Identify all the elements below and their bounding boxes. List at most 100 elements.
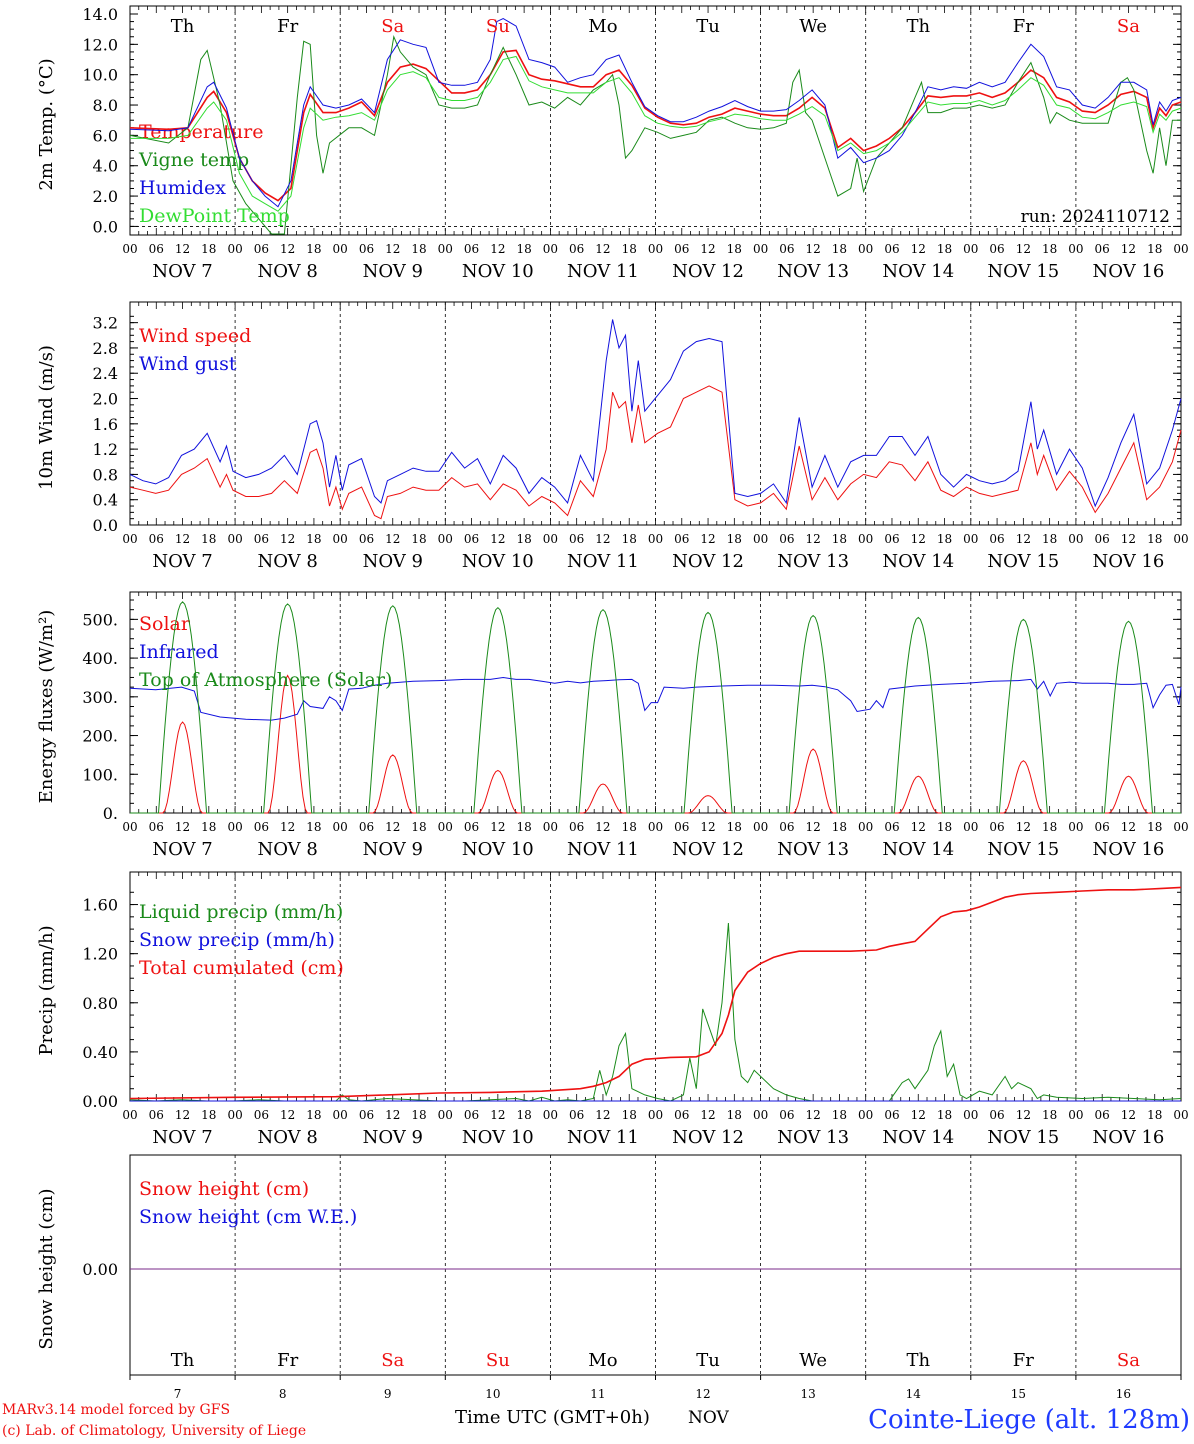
date-label: NOV 8 [257,261,317,282]
legend-snow-height-cm-: Snow height (cm) [139,1178,309,1200]
y-tick-label: 3.2 [93,314,118,333]
y-tick-label: 10.0 [82,66,118,85]
hour-label: 06 [359,242,374,256]
hour-label: 00 [1173,820,1188,834]
hour-label: 06 [989,242,1004,256]
hour-label: 12 [595,820,610,834]
hour-label: 06 [149,242,164,256]
weekday-label: Sa [381,1350,404,1371]
hour-label: 12 [911,242,926,256]
hour-label: 00 [122,820,137,834]
hour-label: 18 [937,242,952,256]
date-label: NOV 13 [777,551,849,572]
hour-label: 06 [779,820,794,834]
hour-label: 06 [464,820,479,834]
hour-label: 06 [149,532,164,546]
day-number-label: 13 [801,1387,816,1401]
date-label: NOV 9 [363,1127,423,1148]
weekday-label: Th [171,16,195,37]
y-tick-label: 100. [82,765,118,784]
hour-label: 06 [674,242,689,256]
hour-label: 00 [963,532,978,546]
hour-label: 06 [1095,532,1110,546]
hour-label: 06 [674,532,689,546]
hour-label: 12 [595,532,610,546]
date-label: NOV 16 [1093,839,1165,860]
hour-label: 00 [648,242,663,256]
hour-label: 12 [806,242,821,256]
series-line-vigne-temp [129,35,1181,235]
hour-label: 06 [989,532,1004,546]
hour-label: 12 [806,1108,821,1122]
date-label: NOV 7 [152,551,212,572]
hour-label: 18 [306,532,321,546]
hour-label: 00 [1068,242,1083,256]
day-number-label: 14 [906,1387,922,1401]
hour-label: 00 [122,242,137,256]
hour-label: 00 [1068,820,1083,834]
hour-label: 18 [201,1108,216,1122]
y-tick-label: 0.80 [82,994,118,1013]
y-tick-label: 0.00 [82,1260,118,1279]
hour-label: 00 [963,820,978,834]
hour-label: 12 [385,1108,400,1122]
date-label: NOV 8 [257,839,317,860]
date-label: NOV 9 [363,261,423,282]
hour-label: 00 [648,820,663,834]
date-label: NOV 12 [672,261,744,282]
series-line-total-cumulated-cm- [129,886,1182,1100]
date-label: NOV 8 [257,551,317,572]
legend-solar: Solar [139,613,191,635]
day-number-label: 7 [174,1387,182,1401]
hour-label: 06 [254,532,269,546]
date-label: NOV 13 [777,1127,849,1148]
date-label: NOV 12 [672,839,744,860]
hour-label: 18 [622,242,637,256]
panels: 00 06 12 18 00 06 12 18 00 06 12 18 00 06 12 18 00 06 12 18… [36,5,1189,1401]
y-tick-label: 2.8 [93,339,118,358]
y-tick-label: 8.0 [93,96,118,115]
weekday-label: Sa [1117,1350,1140,1371]
hour-label: 00 [333,242,348,256]
hour-label: 18 [306,1108,321,1122]
hour-label: 00 [858,820,873,834]
hour-label: 06 [989,1108,1004,1122]
hour-label: 00 [333,532,348,546]
hour-label: 12 [490,820,505,834]
date-label: NOV 14 [882,839,954,860]
hour-label: 12 [280,1108,295,1122]
hour-label: 12 [175,820,190,834]
date-label: NOV 7 [152,1127,212,1148]
hour-label: 18 [832,242,847,256]
date-label: NOV 13 [777,261,849,282]
y-tick-label: 0.40 [82,1043,118,1062]
day-number-label: 9 [384,1387,392,1401]
hour-label: 18 [1042,532,1057,546]
hour-label: 12 [595,1108,610,1122]
hour-label: 00 [858,1108,873,1122]
hour-label: 00 [753,532,768,546]
y-tick-label: 1.60 [82,896,118,915]
hour-label: 06 [254,820,269,834]
hour-label: 00 [227,1108,242,1122]
hour-label: 18 [727,820,742,834]
hour-label: 00 [543,1108,558,1122]
hour-label: 00 [1068,1108,1083,1122]
x-axis-month: NOV [688,1408,730,1428]
day-number-label: 16 [1116,1387,1131,1401]
series-line-temperature [129,49,1182,202]
series-line-dewpoint-temp [130,55,1182,212]
hour-label: 18 [201,242,216,256]
hour-label: 06 [359,532,374,546]
hour-label: 18 [516,532,531,546]
y-tick-label: 0.00 [82,1092,118,1111]
weekday-label: Sa [1117,16,1140,37]
hour-label: 12 [1121,532,1136,546]
date-label: NOV 14 [882,551,954,572]
panel-5: 0.00 Snow height (cm) Snow height (cm) Snow… [36,1154,1182,1401]
x-axis-title: Time UTC (GMT+0h) [455,1407,650,1428]
hour-label: 12 [700,532,715,546]
hour-label: 06 [569,242,584,256]
y-tick-label: 6.0 [93,126,118,145]
